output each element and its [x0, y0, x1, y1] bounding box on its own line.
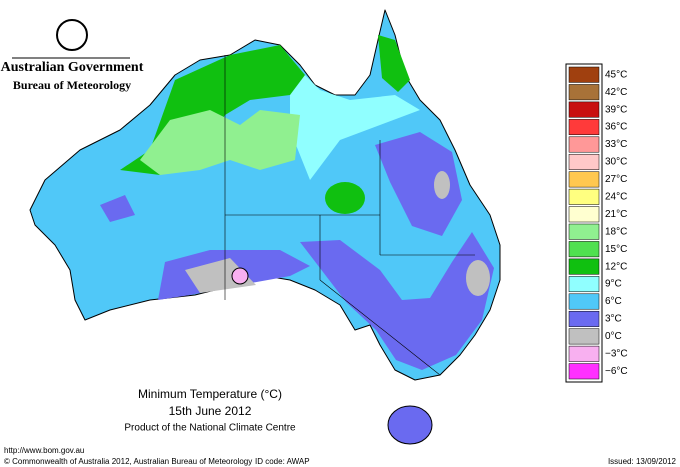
legend-swatch [568, 345, 600, 362]
tasmania [387, 405, 433, 445]
legend-label: 24°C [605, 191, 627, 202]
region-pink [231, 267, 249, 285]
region-gray-nsw [466, 260, 490, 296]
map [29, 9, 501, 445]
legend-swatch [568, 293, 600, 310]
legend-label: 0°C [605, 331, 622, 342]
legend-swatch [568, 206, 600, 223]
legend-swatch [568, 241, 600, 258]
legend-label: 9°C [605, 279, 622, 290]
legend-label: 42°C [605, 87, 627, 98]
legend-label: −3°C [605, 348, 628, 359]
legend-swatch [568, 101, 600, 118]
legend-label: 39°C [605, 104, 627, 115]
legend-label: 3°C [605, 314, 622, 325]
legend-swatch [568, 223, 600, 240]
map-date: 15th June 2012 [169, 404, 252, 418]
legend-label: 12°C [605, 261, 627, 272]
bureau: Bureau of Meteorology [13, 78, 131, 92]
government: Australian Government [1, 60, 144, 75]
legend-label: 15°C [605, 244, 627, 255]
legend-swatch [568, 136, 600, 153]
legend-label: −6°C [605, 366, 628, 377]
legend-swatch [568, 276, 600, 293]
footer-copyright: © Commonwealth of Australia 2012, Austra… [4, 457, 252, 466]
legend-label: 18°C [605, 226, 627, 237]
region-wa-violet [100, 195, 135, 222]
legend-label: 6°C [605, 296, 622, 307]
map-title: Minimum Temperature (°C) [138, 387, 282, 401]
legend-swatch [568, 153, 600, 170]
legend-label: 21°C [605, 209, 627, 220]
legend-swatch [568, 328, 600, 345]
region-central-green [325, 182, 365, 214]
footer-url: http://www.bom.gov.au [4, 446, 84, 455]
crest [56, 19, 88, 51]
legend-label: 45°C [605, 69, 627, 80]
legend-label: 36°C [605, 122, 627, 133]
legend-swatch [568, 258, 600, 275]
legend-swatch [568, 171, 600, 188]
region-cape-york [378, 35, 410, 92]
legend-swatch [568, 66, 600, 83]
legend-swatch [568, 363, 600, 380]
legend-label: 33°C [605, 139, 627, 150]
region-se-violet [300, 232, 494, 370]
region-cool [290, 60, 420, 180]
legend-swatch [568, 119, 600, 136]
footer-id: ID code: AWAP [255, 457, 310, 466]
region-qld-violet [375, 132, 462, 236]
legend-swatch [568, 84, 600, 101]
footer-issued: Issued: 13/09/2012 [608, 457, 677, 466]
logo [12, 19, 130, 59]
map-credit: Product of the National Climate Centre [124, 423, 296, 434]
legend-swatch [568, 188, 600, 205]
region-gray-qld [434, 171, 450, 199]
legend: 45°C 42°C 39°C 36°C 33°C 30°C 27°C 24°C 21°C 18°C… [565, 63, 628, 383]
region-lightgreen [140, 110, 300, 175]
legend-label: 27°C [605, 174, 627, 185]
legend-swatch [568, 310, 600, 327]
borders [224, 55, 475, 376]
legend-label: 30°C [605, 157, 627, 168]
